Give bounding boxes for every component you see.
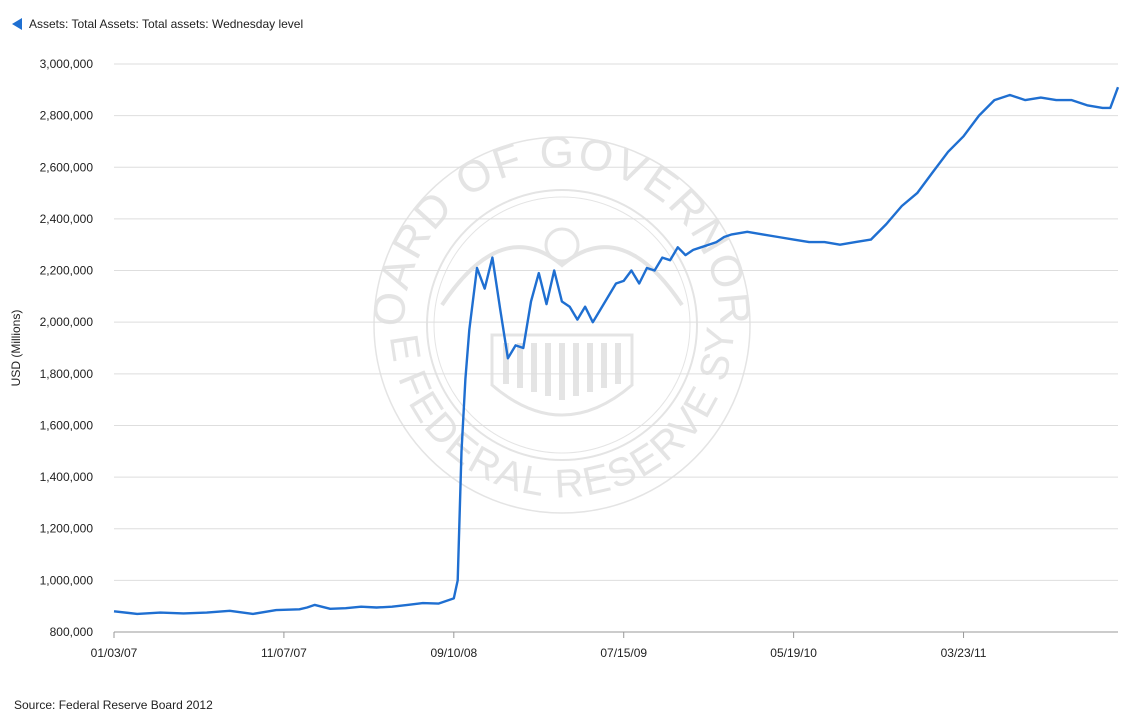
source-note: Source: Federal Reserve Board 2012 <box>14 698 213 712</box>
seal-inner-ring-2 <box>433 196 691 454</box>
y-tick-label: 1,800,000 <box>40 367 94 381</box>
y-axis-label: USD (Millions) <box>9 310 23 387</box>
x-axis: 01/03/07 11/07/07 09/10/08 07/15/09 05/19/10… <box>91 631 1118 660</box>
series-line-total-assets <box>113 86 1120 616</box>
seal-outer-ring <box>373 136 751 514</box>
y-tick-label: 3,000,000 <box>40 57 94 71</box>
x-tick-label: 01/03/07 <box>91 646 138 660</box>
y-tick-label: 1,000,000 <box>40 573 94 587</box>
seal-shield <box>490 333 634 417</box>
chart-legend[interactable]: Assets: Total Assets: Total assets: Wedn… <box>12 16 303 32</box>
y-tick-label: 1,400,000 <box>40 470 94 484</box>
y-tick-label: 1,600,000 <box>40 418 94 432</box>
y-tick-label: 800,000 <box>50 625 94 639</box>
x-tick-label: 09/10/08 <box>430 646 477 660</box>
y-tick-label: 2,200,000 <box>40 264 94 278</box>
y-tick-label: 2,400,000 <box>40 212 94 226</box>
x-tick-label: 11/07/07 <box>261 646 307 660</box>
y-tick-label: 2,600,000 <box>40 160 94 174</box>
x-tick-label: 03/23/11 <box>941 646 987 660</box>
seal-inner-ring <box>426 189 698 461</box>
legend-label: Assets: Total Assets: Total assets: Wedn… <box>29 17 304 31</box>
x-tick-label: 05/19/10 <box>770 646 817 660</box>
x-tick-label: 07/15/09 <box>600 646 647 660</box>
y-tick-label: 2,000,000 <box>40 315 94 329</box>
seal-top-text: BOARD OF GOVERNORS <box>0 0 760 329</box>
seal-eagle-head <box>544 227 580 263</box>
y-axis: 800,000 1,000,000 1,200,000 1,400,000 1,600,… <box>40 57 94 639</box>
legend-triangle-icon <box>12 18 22 30</box>
federal-reserve-seal-watermark: BOARD OF GOVERNORSOF THE FEDERAL RESERVE… <box>0 0 760 514</box>
y-tick-label: 2,800,000 <box>40 109 94 123</box>
seal-eagle-wings <box>440 245 684 307</box>
line-chart: BOARD OF GOVERNORSOF THE FEDERAL RESERVE… <box>0 0 1120 660</box>
y-tick-label: 1,200,000 <box>40 522 94 536</box>
grid-lines <box>114 63 1118 633</box>
